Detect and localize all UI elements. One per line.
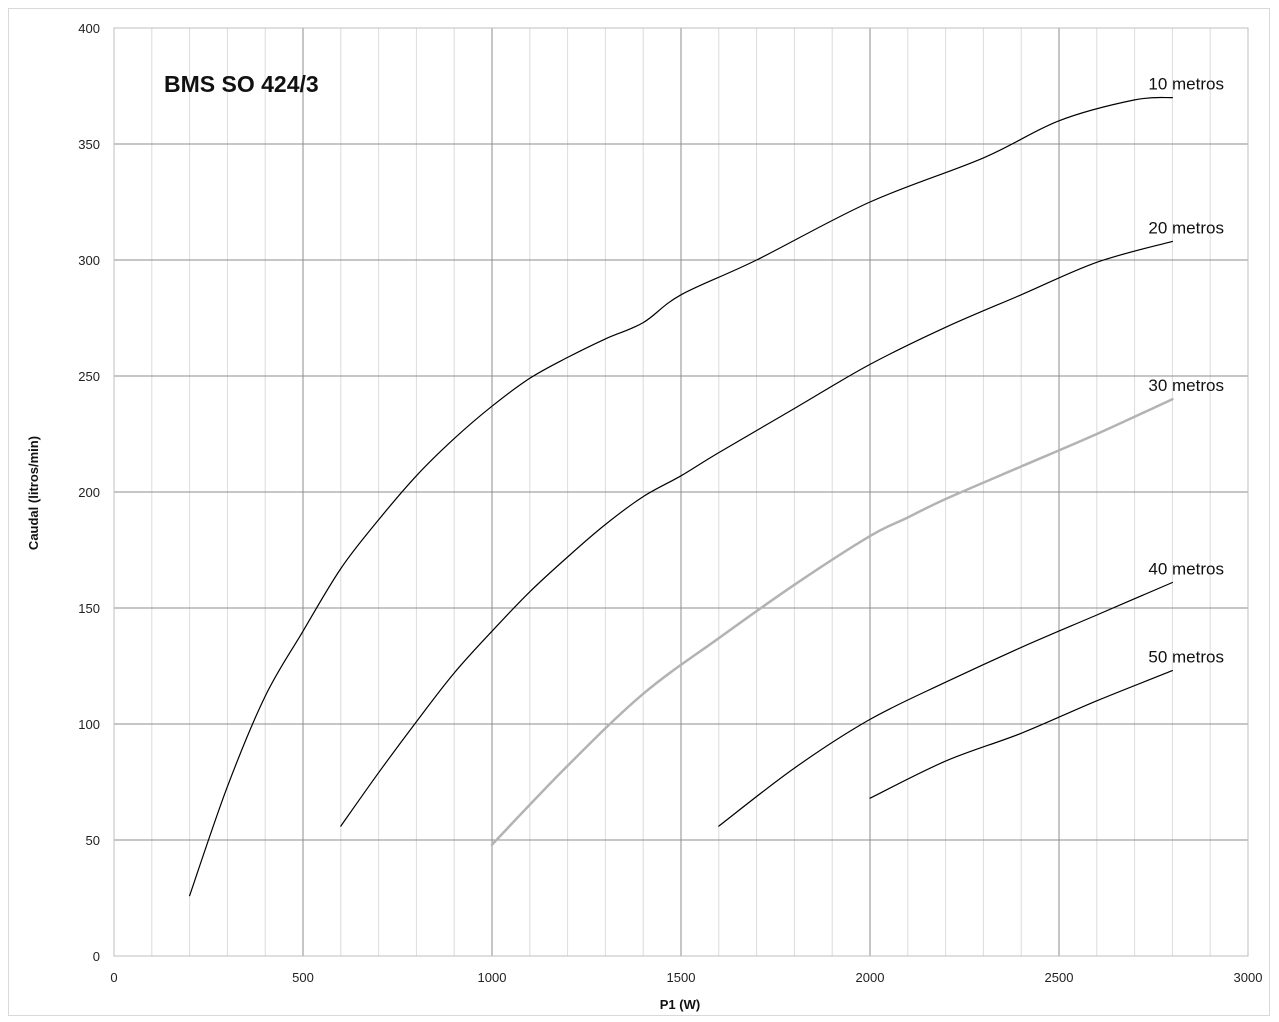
series-label-30-metros: 30 metros — [1148, 376, 1224, 395]
y-tick-label: 200 — [78, 485, 100, 500]
x-tick-label: 1500 — [667, 970, 696, 985]
x-axis-title: P1 (W) — [660, 997, 700, 1012]
series-label-10-metros: 10 metros — [1148, 75, 1224, 94]
y-axis-title: Caudal (litros/min) — [26, 436, 41, 550]
x-axis-ticks: 0 500 1000 1500 2000 2500 3000 — [110, 970, 1262, 985]
x-tick-label: 2500 — [1045, 970, 1074, 985]
y-tick-label: 350 — [78, 137, 100, 152]
series-label-20-metros: 20 metros — [1148, 218, 1224, 237]
series-line-10-metros — [189, 96, 1173, 897]
series-label-40-metros: 40 metros — [1148, 559, 1224, 578]
series-layer — [189, 96, 1174, 897]
y-axis-ticks: 0 50 100 150 200 250 300 350 400 — [78, 21, 100, 964]
major-grid — [114, 28, 1248, 956]
y-tick-label: 400 — [78, 21, 100, 36]
series-label-50-metros: 50 metros — [1148, 648, 1224, 667]
y-tick-label: 100 — [78, 717, 100, 732]
series-line-20-metros — [340, 240, 1173, 827]
chart-frame — [8, 8, 1270, 1016]
series-line-40-metros — [718, 581, 1173, 827]
y-tick-label: 250 — [78, 369, 100, 384]
y-tick-label: 300 — [78, 253, 100, 268]
x-tick-label: 2000 — [856, 970, 885, 985]
x-tick-label: 0 — [110, 970, 117, 985]
x-tick-label: 3000 — [1234, 970, 1263, 985]
y-tick-label: 50 — [86, 833, 100, 848]
x-tick-label: 1000 — [478, 970, 507, 985]
x-tick-label: 500 — [292, 970, 314, 985]
series-line-50-metros — [869, 670, 1173, 799]
series-labels: 10 metros 20 metros 30 metros 40 metros 50 m… — [1148, 75, 1224, 667]
plot-area-border — [113, 27, 1249, 957]
y-tick-label: 0 — [93, 949, 100, 964]
series-line-30-metros — [490, 397, 1174, 846]
chart-title: BMS SO 424/3 — [164, 71, 319, 97]
y-tick-label: 150 — [78, 601, 100, 616]
